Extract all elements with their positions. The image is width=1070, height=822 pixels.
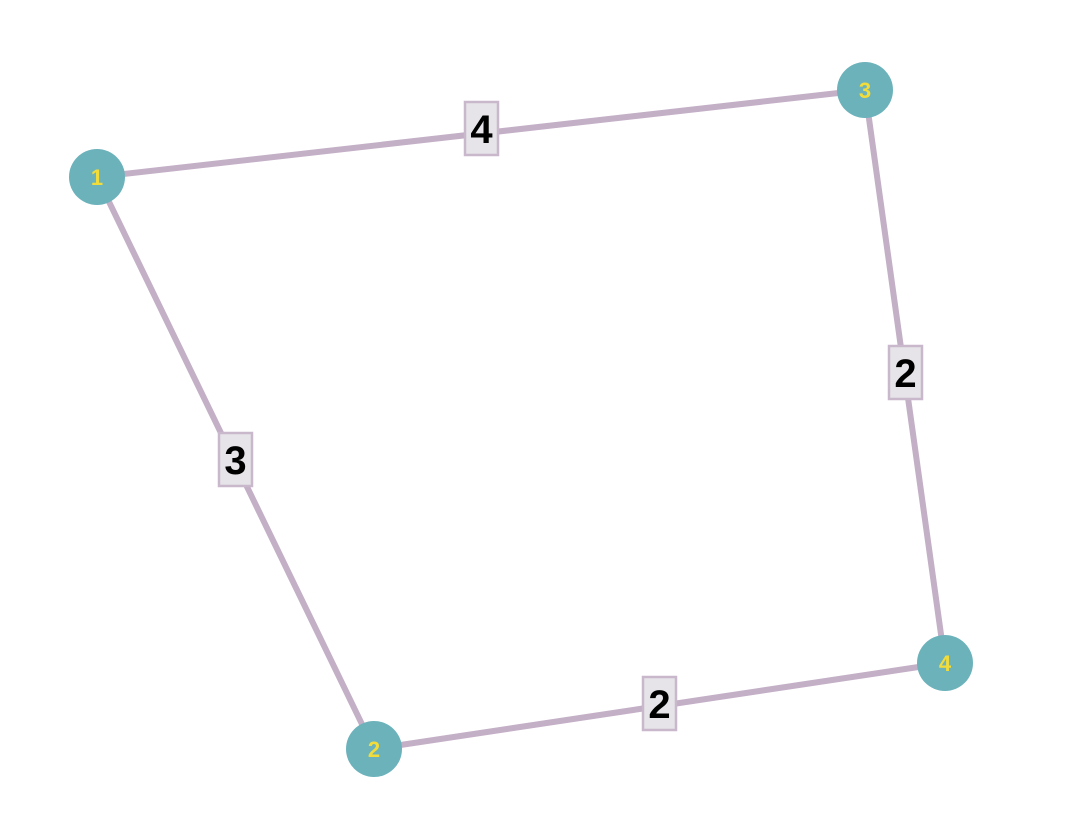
edge-weight-label: 4 [470,108,493,152]
edge-weights: 4 3 2 2 [217,100,924,732]
edge-weight-2-4: 2 [641,675,678,732]
node-label: 3 [859,78,871,103]
node-label: 2 [368,737,380,762]
edge-weight-box [887,344,924,401]
edge-weight-label: 2 [648,683,670,727]
edge-weight-box [217,431,254,488]
node-circle [346,721,402,777]
node-3: 3 [837,62,893,118]
edge-weight-box [463,100,500,157]
edge-weight-3-4: 2 [887,344,924,401]
edge-weight-label: 3 [224,439,246,483]
edge-weight-1-3: 4 [463,100,500,157]
node-circle [69,149,125,205]
node-label: 4 [939,651,952,676]
node-4: 4 [917,635,973,691]
node-circle [837,62,893,118]
nodes: 1 2 3 4 [69,62,973,777]
edge-weight-1-2: 3 [217,431,254,488]
node-1: 1 [69,149,125,205]
edge-weight-box [641,675,678,732]
node-label: 1 [91,165,103,190]
edges [94,87,948,752]
edge-weight-label: 2 [894,352,916,396]
node-2: 2 [346,721,402,777]
node-circle [917,635,973,691]
